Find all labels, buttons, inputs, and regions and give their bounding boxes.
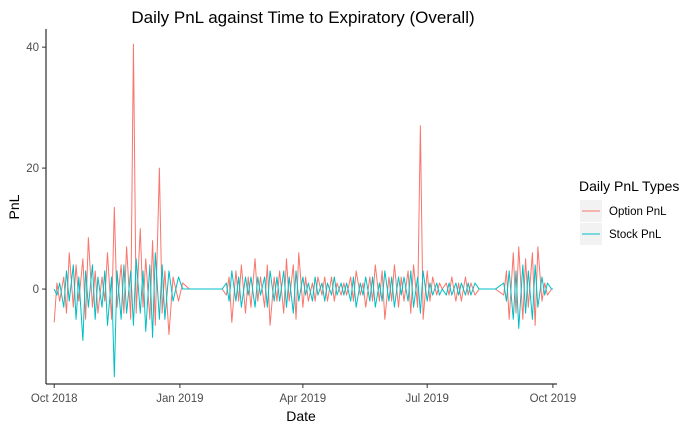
y-axis-ticks: 0 20 40	[26, 42, 46, 296]
legend-label: Stock PnL	[609, 229, 662, 241]
axes	[45, 29, 557, 385]
chart-title: Daily PnL against Time to Expiratory (Ov…	[131, 8, 474, 27]
legend-title: Daily PnL Types	[579, 178, 679, 194]
series-line-stock-pnl	[53, 252, 553, 378]
y-tick-label: 20	[26, 163, 39, 175]
legend: Daily PnL Types Option PnL Stock PnL	[579, 178, 679, 245]
y-tick-label: 0	[33, 284, 39, 296]
x-tick-label: Jul 2019	[405, 393, 448, 405]
x-tick-label: Oct 2018	[31, 393, 78, 405]
x-axis-ticks: Oct 2018 Jan 2019 Apr 2019 Jul 2019 Oct 2019	[31, 384, 576, 405]
x-axis-title: Date	[286, 408, 316, 424]
y-axis-title: PnL	[6, 194, 22, 219]
x-tick-label: Apr 2019	[280, 393, 327, 405]
series-line-option-pnl	[53, 43, 553, 335]
y-tick-label: 40	[26, 42, 39, 54]
x-tick-label: Oct 2019	[530, 393, 577, 405]
legend-label: Option PnL	[609, 206, 667, 218]
x-tick-label: Jan 2019	[156, 393, 203, 405]
plot-area	[53, 43, 553, 378]
